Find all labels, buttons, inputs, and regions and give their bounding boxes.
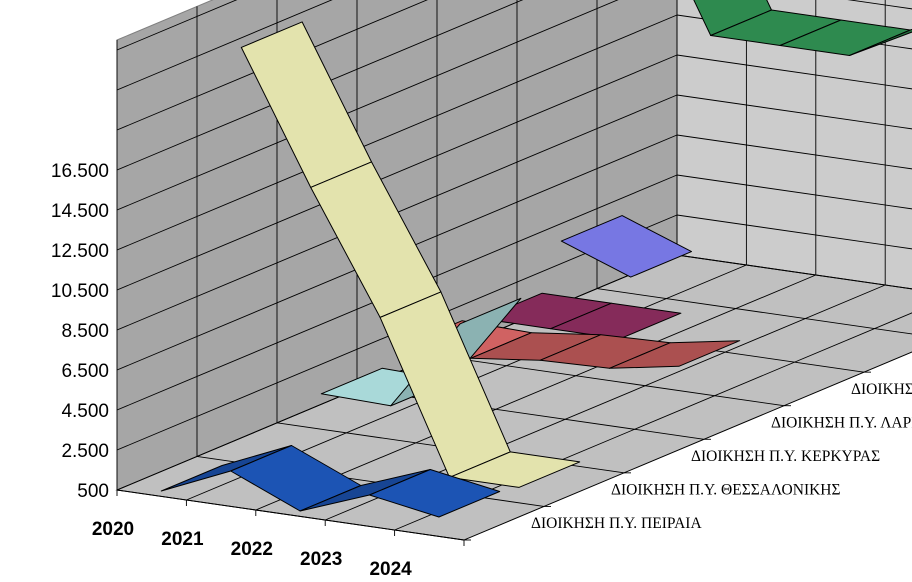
series-label: ΔΙΟΙΚΗΣΗ Π.Υ. ΛΑΡΙΣΑΣ xyxy=(771,415,912,432)
x-tick-label: 2023 xyxy=(300,549,342,570)
x-axis-ticks: 2020 2021 2022 2023 2024 xyxy=(92,519,412,580)
x-tick-label: 2022 xyxy=(231,539,273,560)
series-axis-labels: ΔΙΟΙΚΗΣΗ Π.Υ. ΠΕΙΡΑΙΑ ΔΙΟΙΚΗΣΗ Π.Υ. ΘΕΣΣΑ… xyxy=(531,381,912,532)
gridline-side xyxy=(116,0,524,171)
data-segment xyxy=(560,215,692,278)
data-segment xyxy=(369,469,501,518)
series-ribbon xyxy=(560,215,692,278)
y-tick-label: 2.500 xyxy=(61,441,109,462)
y-tick-label: 8.500 xyxy=(61,321,109,342)
y-tick-label: 500 xyxy=(77,481,109,502)
gridline-side xyxy=(116,0,238,51)
series-ribbon xyxy=(480,292,682,340)
gridline-floor xyxy=(676,254,912,290)
x-tick-label: 2021 xyxy=(161,529,204,550)
x-axis-line xyxy=(116,489,465,541)
gridline-back xyxy=(676,214,912,250)
gridline-floor xyxy=(463,351,912,541)
gridline-floor xyxy=(255,274,816,511)
gridline-side xyxy=(116,14,678,251)
gridline-floor xyxy=(436,355,785,407)
y-tick-label: 4.500 xyxy=(61,401,109,422)
gridline-back xyxy=(676,54,912,90)
series-ribbon xyxy=(240,21,581,488)
y-tick-label: 12.500 xyxy=(51,241,109,262)
y-tick-label: 16.500 xyxy=(51,161,109,182)
gridline-back xyxy=(676,94,912,130)
series-ribbons xyxy=(160,0,912,518)
y-tick-label: 10.500 xyxy=(51,281,109,302)
gridline-side xyxy=(116,0,333,91)
data-segment xyxy=(449,451,581,488)
series-label: ΔΙΟΙΚΗΣΗ Π.Υ. ΠΕΙΡΑΙΑ xyxy=(531,515,702,532)
series-ribbon xyxy=(693,0,912,56)
gridline-side xyxy=(116,0,619,211)
series-label: ΔΙΟΙΚΗΣΗ Π.Υ. ΚΕΡΚΥΡΑΣ xyxy=(691,448,880,465)
gridline-floor xyxy=(596,288,912,335)
x-tick-label: 2024 xyxy=(369,559,412,580)
y-tick-label: 6.500 xyxy=(61,361,109,382)
gridline-side xyxy=(116,54,678,291)
y-tick-label: 14.500 xyxy=(51,201,109,222)
x-tick-label: 2020 xyxy=(92,519,134,540)
y-axis-ticks: 500 2.500 4.500 6.500 8.500 10.500 12.500 14.50… xyxy=(51,161,109,502)
gridline-side xyxy=(116,0,428,131)
gridline-back xyxy=(676,174,912,210)
series-label: ΔΙΟΙΚΗΣΗ Π.Υ. ΘΕΣΣΑΛΟΝΙΚΗΣ xyxy=(611,482,841,499)
gridline-back xyxy=(676,134,912,170)
series-label: ΔΙΟΙΚΗΣΗ Π.Υ. ΠΑΤΡΩΝ xyxy=(851,381,912,398)
series-ribbon xyxy=(160,445,501,518)
data-segment xyxy=(609,340,741,369)
data-segment xyxy=(849,28,912,56)
